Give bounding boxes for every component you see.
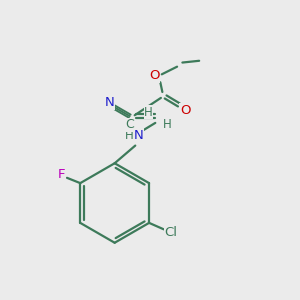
Text: F: F [58,168,66,182]
Text: H: H [144,106,153,119]
Text: C: C [125,118,134,131]
Text: N: N [134,129,144,142]
Text: O: O [180,104,190,117]
Text: O: O [149,69,160,82]
Text: Cl: Cl [165,226,178,239]
Text: H: H [124,129,133,142]
Text: N: N [104,96,114,110]
Text: H: H [163,118,172,130]
